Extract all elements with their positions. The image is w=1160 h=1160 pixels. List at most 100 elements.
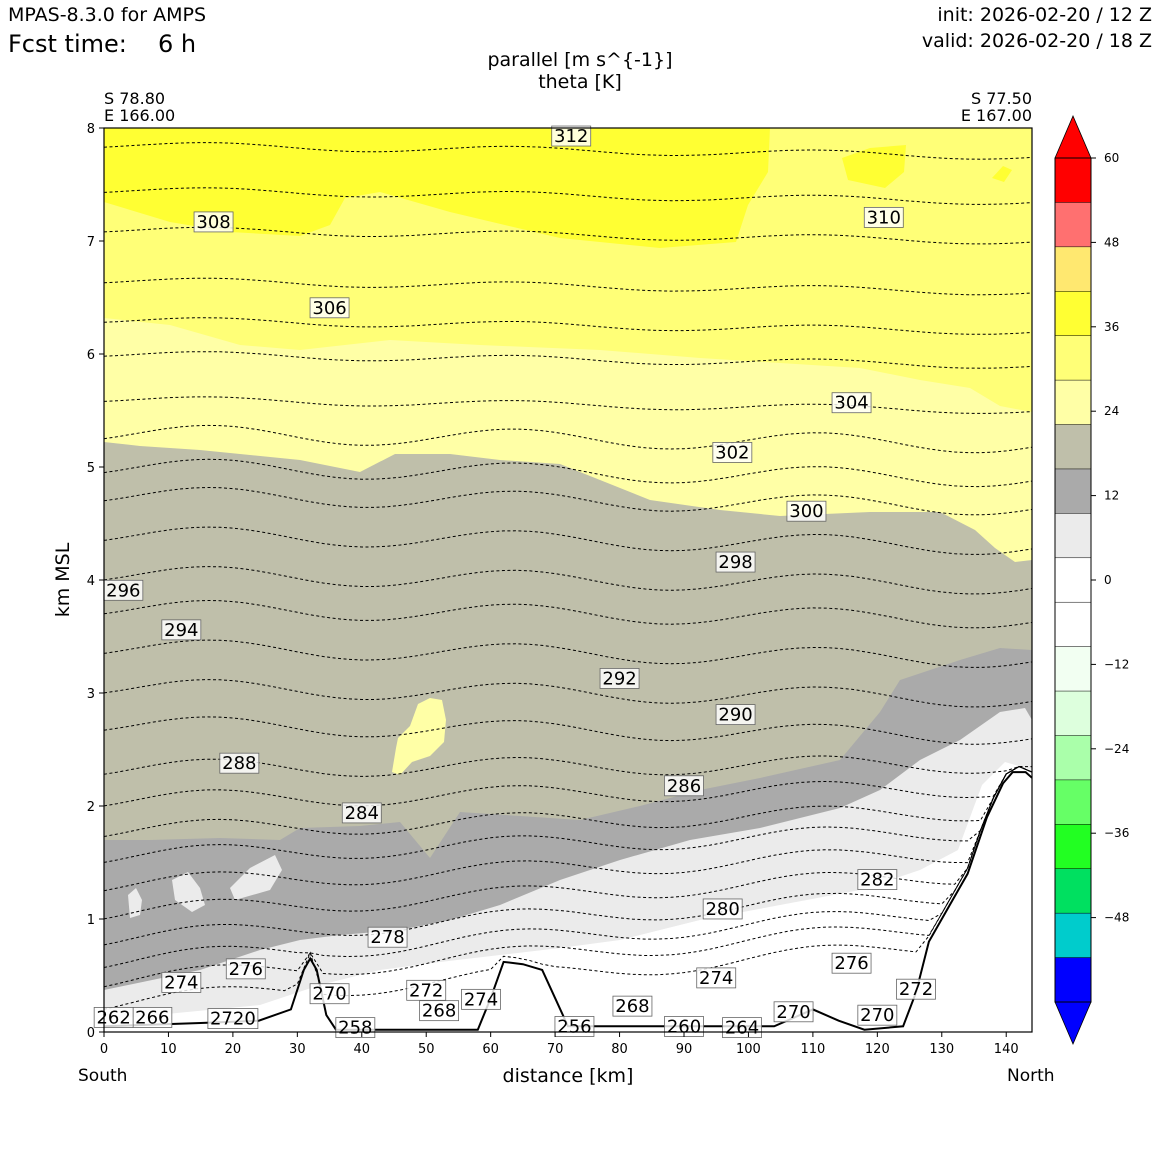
contour-label-text: 270 (312, 984, 346, 1005)
theta-isoline (104, 765, 1032, 807)
contour-label: 302 (712, 442, 753, 463)
contour-label-text: 268 (422, 1001, 456, 1022)
contour-label-box (664, 775, 704, 797)
init-time: init: 2026-02-20 / 12 Z (937, 4, 1152, 26)
contour-label-box (461, 988, 501, 1010)
contour-label-text: 274 (699, 968, 733, 989)
contour-label-text: 296 (106, 580, 140, 601)
left-endpoint-lat: S 78.80 (104, 89, 166, 108)
contour-label-text: 274 (464, 989, 498, 1010)
colorbar-segment (1054, 779, 1092, 825)
theta-isoline (104, 396, 1032, 414)
contour-label: 280 (702, 898, 743, 920)
theta-isoline (104, 317, 1032, 335)
x-tick-label: 70 (547, 1042, 564, 1057)
contour-label-box (696, 967, 737, 989)
contour-label-text: 262 (96, 1007, 130, 1028)
theta-isoline (104, 599, 1032, 629)
colorbar-segment (1054, 824, 1092, 870)
shade-6-12-blob2 (172, 872, 205, 912)
shade-6-12-blob3 (128, 888, 142, 918)
contour-label-text: 270 (860, 1005, 894, 1026)
contour-label-box (896, 978, 936, 1000)
contour-label: 256 (554, 1016, 595, 1037)
contour-label-box (225, 958, 266, 980)
theta-isoline (104, 765, 1032, 968)
contour-label: 272 (406, 979, 447, 1001)
contour-label-text: 310 (867, 207, 901, 228)
wind-shading (104, 128, 1032, 1032)
terrain-line (104, 771, 1032, 1031)
contour-label-text: 300 (789, 501, 823, 522)
contour-label: 278 (367, 926, 408, 948)
theta-contour-labels: 312 310 308 306 304 302 300 298 296 294 292 290 288 2… (93, 125, 936, 1039)
contour-label-text: 266 (135, 1007, 169, 1028)
contour-label: 268 (419, 1000, 460, 1022)
contour-label-text: 280 (705, 899, 739, 920)
y-tick-label: 0 (87, 1026, 95, 1041)
colorbar-tick-label: −12 (1104, 657, 1129, 671)
contour-label: 290 (715, 704, 756, 726)
x-tick-label: 30 (289, 1042, 306, 1057)
colorbar-tick-label: 60 (1104, 151, 1119, 165)
y-tick-label: 3 (87, 687, 95, 702)
contour-label-box (419, 1000, 460, 1022)
colorbar-segment (1054, 735, 1092, 781)
theta-isoline (104, 142, 1032, 160)
contour-label-text: 274 (164, 972, 198, 993)
colorbar-segment (1054, 646, 1092, 692)
contour-label-box (309, 983, 350, 1005)
contour-label: 270 (309, 983, 350, 1005)
theta-isoline (104, 526, 1032, 555)
y-tick-label: 6 (87, 348, 95, 363)
model-title: MPAS-8.3.0 for AMPS (8, 4, 207, 26)
x-tick-label: 120 (865, 1042, 890, 1057)
contour-label: 274 (461, 988, 501, 1010)
x-tick-label: 20 (225, 1042, 242, 1057)
theta-isoline (104, 351, 1032, 369)
colorbar-segment (1054, 912, 1092, 959)
colorbar-tick-label: 24 (1104, 404, 1119, 418)
south-direction-label: South (78, 1066, 128, 1086)
colorbar-tick-label: 12 (1104, 489, 1119, 503)
contour-label-text: 306 (312, 298, 346, 319)
colorbar-over-arrow (1054, 114, 1092, 159)
contour-label-text: 308 (196, 212, 230, 233)
theta-isoline (104, 187, 1032, 205)
plot-title-line1: parallel [m s^{-1}] (487, 49, 673, 71)
contour-label-box (193, 211, 234, 233)
contour-label-box (161, 972, 202, 993)
contour-label: 308 (193, 211, 234, 233)
theta-isoline (104, 765, 1032, 1010)
contour-label: 270 (857, 1004, 898, 1026)
contour-label: 306 (309, 297, 350, 319)
contour-label: 282 (857, 869, 898, 891)
contour-label-text: 284 (345, 803, 379, 824)
contour-label-text: 270 (776, 1002, 810, 1023)
y-tick-label: 4 (87, 574, 95, 589)
contour-label: 2720 (207, 1008, 259, 1030)
colorbar-segment (1054, 601, 1092, 648)
contour-label-text: 258 (338, 1018, 372, 1039)
theta-isoline (104, 765, 1032, 892)
y-tick-label: 5 (87, 461, 95, 476)
colorbar-segment (1054, 157, 1092, 204)
contour-label-box (207, 1008, 259, 1029)
theta-isoline (104, 226, 1032, 245)
contour-label-box (702, 898, 743, 920)
colorbar-segment (1054, 424, 1092, 470)
contour-label-box (786, 500, 827, 522)
forecast-time-label: Fcst time: (8, 30, 127, 58)
contour-label: 274 (161, 972, 202, 993)
contour-label-text: 272 (409, 980, 443, 1001)
shade-36-42 (104, 128, 770, 248)
contour-label-text: 268 (615, 996, 649, 1017)
y-tick-label: 7 (87, 235, 95, 250)
shade-6-12-blob1 (230, 855, 282, 900)
y-tick-label: 2 (87, 800, 95, 815)
contour-label-box (831, 952, 872, 974)
theta-isoline (104, 424, 1032, 454)
y-tick-label: 1 (87, 913, 95, 928)
contour-label: 296 (103, 579, 144, 601)
